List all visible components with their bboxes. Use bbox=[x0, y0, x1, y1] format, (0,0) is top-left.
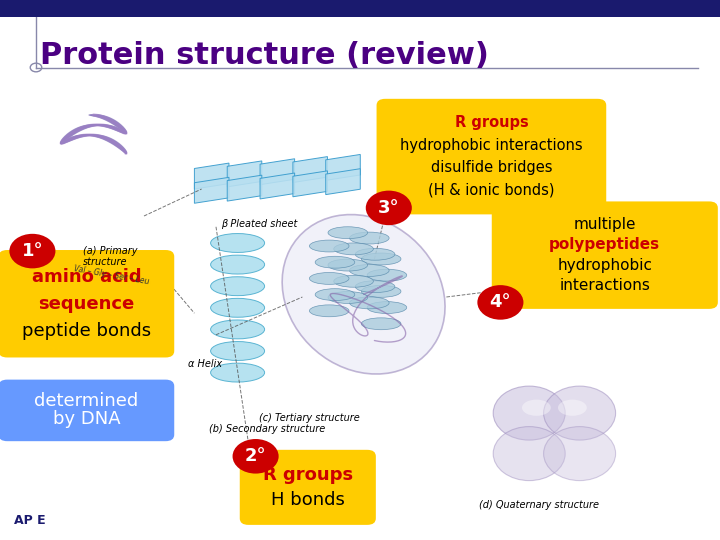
Text: Val – Gly – Ser – Leu: Val – Gly – Ser – Leu bbox=[73, 264, 150, 287]
Ellipse shape bbox=[210, 363, 265, 382]
Ellipse shape bbox=[367, 302, 407, 314]
Ellipse shape bbox=[210, 320, 265, 339]
Polygon shape bbox=[260, 173, 294, 199]
FancyBboxPatch shape bbox=[0, 380, 174, 441]
Ellipse shape bbox=[334, 243, 374, 255]
Text: 1°: 1° bbox=[22, 242, 43, 260]
Text: (b) Secondary structure: (b) Secondary structure bbox=[209, 424, 325, 434]
Ellipse shape bbox=[334, 275, 374, 287]
Text: multiple: multiple bbox=[574, 217, 636, 232]
Ellipse shape bbox=[493, 427, 565, 481]
FancyBboxPatch shape bbox=[492, 201, 718, 309]
Text: polypeptides: polypeptides bbox=[549, 238, 660, 253]
Text: peptide bonds: peptide bonds bbox=[22, 322, 151, 340]
Polygon shape bbox=[228, 175, 262, 201]
Polygon shape bbox=[194, 163, 229, 189]
FancyBboxPatch shape bbox=[240, 450, 376, 525]
Text: Protein structure (review): Protein structure (review) bbox=[40, 40, 488, 70]
Text: 4°: 4° bbox=[490, 293, 511, 312]
Ellipse shape bbox=[315, 289, 355, 301]
Text: by DNA: by DNA bbox=[53, 410, 120, 428]
Text: (c) Tertiary structure: (c) Tertiary structure bbox=[259, 413, 360, 423]
Text: H bonds: H bonds bbox=[271, 491, 345, 509]
Ellipse shape bbox=[210, 298, 265, 317]
Ellipse shape bbox=[522, 400, 551, 416]
Text: (a) Primary
structure: (a) Primary structure bbox=[83, 246, 138, 267]
FancyBboxPatch shape bbox=[0, 250, 174, 357]
Polygon shape bbox=[325, 154, 360, 180]
Ellipse shape bbox=[355, 248, 395, 260]
Ellipse shape bbox=[210, 255, 265, 274]
Text: 2°: 2° bbox=[245, 447, 266, 465]
Polygon shape bbox=[293, 157, 328, 183]
Ellipse shape bbox=[210, 276, 265, 296]
Circle shape bbox=[233, 439, 279, 474]
Ellipse shape bbox=[349, 265, 389, 276]
Text: α Helix: α Helix bbox=[188, 359, 222, 369]
Text: disulfide bridges: disulfide bridges bbox=[431, 160, 552, 176]
Text: amino acid: amino acid bbox=[32, 268, 141, 286]
Ellipse shape bbox=[282, 214, 445, 374]
Ellipse shape bbox=[361, 286, 401, 298]
Circle shape bbox=[366, 191, 412, 225]
Ellipse shape bbox=[310, 273, 349, 285]
Ellipse shape bbox=[544, 427, 616, 481]
Text: interactions: interactions bbox=[559, 278, 650, 293]
Circle shape bbox=[477, 285, 523, 320]
Ellipse shape bbox=[349, 297, 389, 309]
Ellipse shape bbox=[310, 305, 349, 317]
Polygon shape bbox=[325, 168, 360, 194]
FancyBboxPatch shape bbox=[0, 0, 720, 17]
Ellipse shape bbox=[558, 400, 587, 416]
Text: 3°: 3° bbox=[378, 199, 400, 217]
Ellipse shape bbox=[328, 227, 368, 239]
Ellipse shape bbox=[367, 269, 407, 281]
Ellipse shape bbox=[210, 233, 265, 253]
Polygon shape bbox=[260, 159, 294, 185]
Ellipse shape bbox=[328, 292, 368, 303]
Ellipse shape bbox=[349, 232, 389, 244]
Polygon shape bbox=[228, 161, 262, 187]
Text: β Pleated sheet: β Pleated sheet bbox=[221, 219, 297, 229]
Ellipse shape bbox=[361, 318, 401, 330]
Text: sequence: sequence bbox=[38, 295, 135, 313]
Ellipse shape bbox=[315, 256, 355, 268]
Text: (d) Quaternary structure: (d) Quaternary structure bbox=[479, 500, 599, 510]
FancyBboxPatch shape bbox=[377, 99, 606, 214]
Circle shape bbox=[9, 234, 55, 268]
Text: R groups: R groups bbox=[454, 116, 528, 131]
Ellipse shape bbox=[310, 240, 349, 252]
Ellipse shape bbox=[210, 342, 265, 361]
Polygon shape bbox=[293, 171, 328, 197]
Ellipse shape bbox=[355, 281, 395, 293]
Ellipse shape bbox=[544, 386, 616, 440]
Ellipse shape bbox=[328, 259, 368, 271]
Text: (H & ionic bonds): (H & ionic bonds) bbox=[428, 183, 554, 198]
Text: hydrophobic: hydrophobic bbox=[557, 258, 652, 273]
Text: R groups: R groups bbox=[263, 466, 353, 484]
Text: hydrophobic interactions: hydrophobic interactions bbox=[400, 138, 582, 153]
Text: determined: determined bbox=[35, 393, 138, 410]
Text: AP E: AP E bbox=[14, 514, 46, 526]
Polygon shape bbox=[194, 177, 229, 203]
Ellipse shape bbox=[361, 253, 401, 265]
Ellipse shape bbox=[493, 386, 565, 440]
